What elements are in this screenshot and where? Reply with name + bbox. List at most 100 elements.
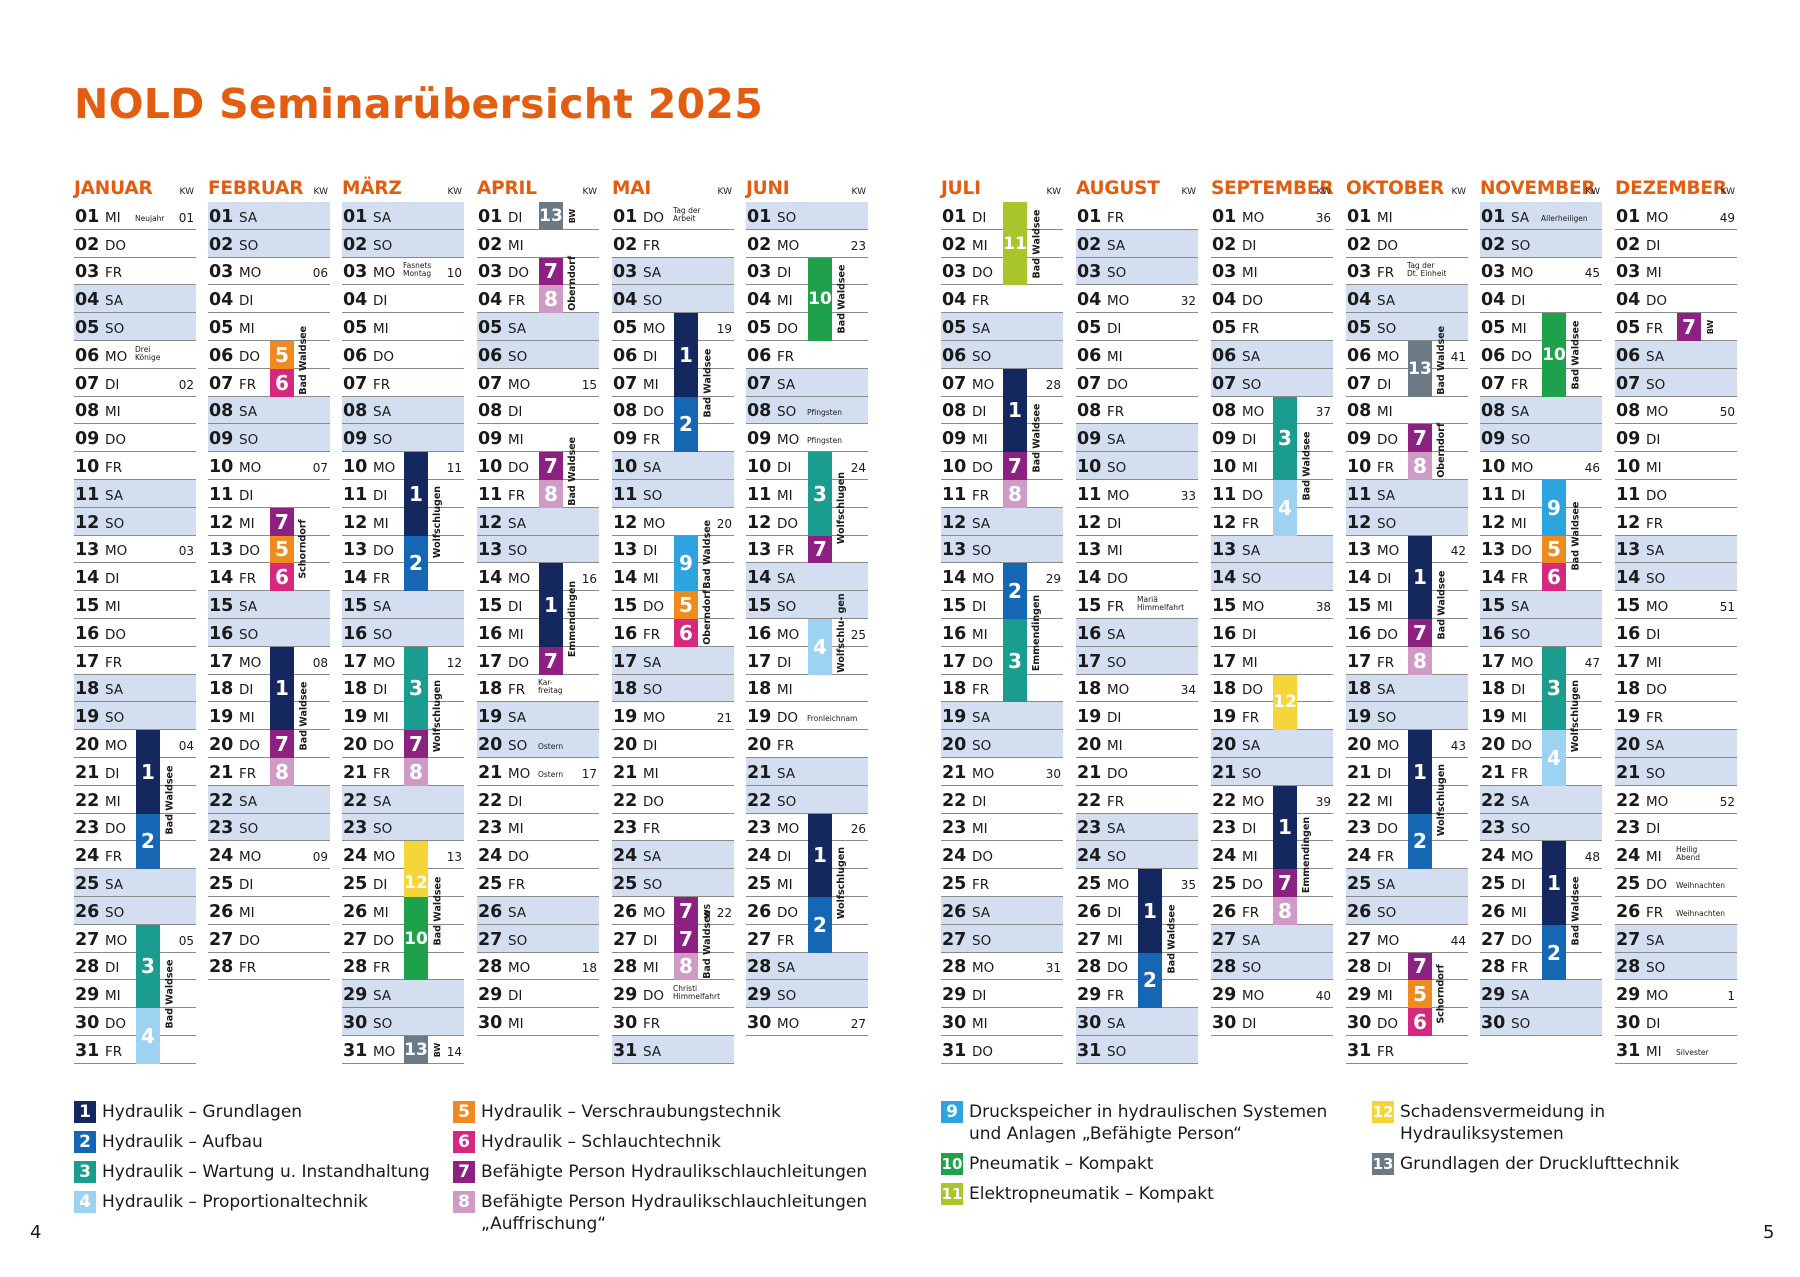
calendar-week: 04 bbox=[178, 738, 194, 753]
seminar-block[interactable]: 1 bbox=[270, 646, 294, 731]
seminar-block[interactable]: 7 bbox=[270, 507, 294, 536]
day-row: 09 FR bbox=[612, 424, 734, 453]
seminar-block[interactable]: 5 bbox=[270, 535, 294, 564]
seminar-block[interactable]: 8 bbox=[1408, 452, 1432, 480]
seminar-block[interactable]: 7 bbox=[539, 257, 563, 286]
seminar-block[interactable]: 2 bbox=[136, 813, 160, 870]
weekday: SA bbox=[1377, 876, 1396, 893]
seminar-block[interactable]: 1 bbox=[1138, 869, 1162, 953]
seminar-block[interactable]: 7 bbox=[539, 452, 563, 480]
legend-item: 1 Hydraulik – Grundlagen bbox=[74, 1101, 302, 1123]
seminar-block[interactable]: 7 bbox=[404, 730, 428, 758]
day-row: 09 MO Pfingsten bbox=[746, 424, 868, 453]
location-text: Emmendingen bbox=[567, 580, 579, 658]
seminar-block[interactable]: 5 bbox=[1408, 980, 1432, 1009]
seminar-block[interactable]: 2 bbox=[1408, 813, 1432, 870]
seminar-block[interactable]: 13 bbox=[404, 1036, 428, 1064]
seminar-block[interactable]: 7 bbox=[1273, 869, 1297, 897]
seminar-block[interactable]: 10 bbox=[404, 897, 428, 981]
day-number: 07 bbox=[343, 373, 368, 394]
legend-text: Hydraulik – Wartung u. Instandhaltung bbox=[102, 1162, 430, 1182]
seminar-block[interactable]: 1 bbox=[674, 313, 698, 397]
day-row: 11 SA bbox=[1346, 479, 1468, 508]
seminar-block[interactable]: 1 bbox=[1273, 785, 1297, 870]
seminar-block[interactable]: 7 bbox=[1677, 313, 1701, 341]
seminar-block[interactable]: 7 bbox=[539, 646, 563, 675]
weekday: SO bbox=[1242, 960, 1262, 977]
seminar-block[interactable]: 3 bbox=[136, 924, 160, 1009]
seminar-block[interactable]: 3 bbox=[808, 452, 832, 536]
seminar-block[interactable]: 7 bbox=[1003, 452, 1027, 480]
seminar-block[interactable]: 9 bbox=[674, 535, 698, 592]
seminar-block[interactable]: 2 bbox=[1138, 952, 1162, 1009]
seminar-block[interactable]: 1 bbox=[136, 730, 160, 814]
weekday: MI bbox=[643, 960, 659, 977]
seminar-block[interactable]: 13 bbox=[539, 202, 563, 230]
seminar-block[interactable]: 6 bbox=[1542, 563, 1566, 592]
seminar-block[interactable]: 8 bbox=[674, 952, 698, 981]
seminar-block[interactable]: 1 bbox=[1408, 535, 1432, 619]
seminar-block[interactable]: 4 bbox=[136, 1008, 160, 1064]
seminar-block[interactable]: 10 bbox=[808, 257, 832, 341]
seminar-block[interactable]: 13 bbox=[1408, 341, 1432, 397]
day-row: 19 SA bbox=[477, 702, 599, 731]
month-header: JUNI KW bbox=[746, 174, 868, 202]
seminar-block[interactable]: 8 bbox=[539, 285, 563, 314]
seminar-block[interactable]: 4 bbox=[808, 619, 832, 675]
day-number: 29 bbox=[1347, 985, 1372, 1006]
seminar-block[interactable]: 4 bbox=[1542, 730, 1566, 786]
seminar-block[interactable]: 6 bbox=[270, 563, 294, 592]
seminar-block[interactable]: 5 bbox=[1542, 535, 1566, 564]
seminar-block[interactable]: 3 bbox=[1273, 396, 1297, 480]
day-row: 27 DO bbox=[342, 925, 464, 953]
seminar-block[interactable]: 6 bbox=[270, 368, 294, 397]
seminar-block[interactable]: 5 bbox=[674, 591, 698, 619]
seminar-block[interactable]: 7 bbox=[270, 730, 294, 758]
seminar-block[interactable]: 2 bbox=[808, 897, 832, 953]
seminar-block[interactable]: 8 bbox=[1003, 480, 1027, 508]
day-row: 09 SO bbox=[208, 424, 330, 453]
seminar-block[interactable]: 8 bbox=[1273, 897, 1297, 925]
seminar-block[interactable]: 2 bbox=[404, 535, 428, 592]
seminar-block[interactable]: 6 bbox=[1408, 1008, 1432, 1036]
seminar-block[interactable]: 3 bbox=[404, 646, 428, 731]
seminar-block[interactable]: 2 bbox=[674, 396, 698, 453]
seminar-block[interactable]: 7 bbox=[1408, 619, 1432, 647]
seminar-block[interactable]: 2 bbox=[1542, 924, 1566, 981]
seminar-block[interactable]: 7 bbox=[808, 535, 832, 564]
seminar-block[interactable]: 11 bbox=[1003, 202, 1027, 286]
seminar-block[interactable]: 10 bbox=[1542, 313, 1566, 397]
seminar-block[interactable]: 1 bbox=[1003, 368, 1027, 453]
seminar-block[interactable]: 1 bbox=[1408, 730, 1432, 814]
seminar-block[interactable]: 7 bbox=[1408, 952, 1432, 981]
seminar-block[interactable]: 7 bbox=[1408, 424, 1432, 453]
seminar-block[interactable]: 8 bbox=[539, 480, 563, 508]
weekday: DO bbox=[373, 348, 395, 365]
seminar-block[interactable]: 8 bbox=[404, 758, 428, 786]
day-row: 16 SO bbox=[208, 618, 330, 647]
weekday: DO bbox=[1511, 737, 1533, 754]
seminar-number: 1 bbox=[409, 481, 423, 506]
seminar-block[interactable]: 1 bbox=[1542, 841, 1566, 925]
day-row: 07 FR bbox=[208, 369, 330, 397]
seminar-block[interactable]: 7 bbox=[674, 897, 698, 925]
seminar-block[interactable]: 12 bbox=[1273, 674, 1297, 731]
day-number: 05 bbox=[747, 317, 772, 338]
seminar-block[interactable]: 6 bbox=[674, 619, 698, 647]
seminar-block[interactable]: 1 bbox=[539, 563, 563, 647]
day-row: 06 DO bbox=[1480, 341, 1602, 369]
seminar-block[interactable]: 8 bbox=[1408, 646, 1432, 675]
day-row: 22 FR bbox=[1076, 786, 1198, 814]
seminar-block[interactable]: 3 bbox=[1542, 646, 1566, 731]
seminar-block[interactable]: 2 bbox=[1003, 563, 1027, 619]
seminar-block[interactable]: 8 bbox=[270, 758, 294, 786]
seminar-block[interactable]: 1 bbox=[808, 813, 832, 897]
seminar-block[interactable]: 5 bbox=[270, 341, 294, 369]
seminar-block[interactable]: 3 bbox=[1003, 619, 1027, 703]
day-row: 09 SO bbox=[1480, 424, 1602, 453]
seminar-block[interactable]: 1 bbox=[404, 452, 428, 536]
day-number: 17 bbox=[747, 651, 772, 672]
seminar-block[interactable]: 4 bbox=[1273, 480, 1297, 536]
seminar-block[interactable]: 9 bbox=[1542, 480, 1566, 536]
seminar-block[interactable]: 7 bbox=[674, 924, 698, 953]
